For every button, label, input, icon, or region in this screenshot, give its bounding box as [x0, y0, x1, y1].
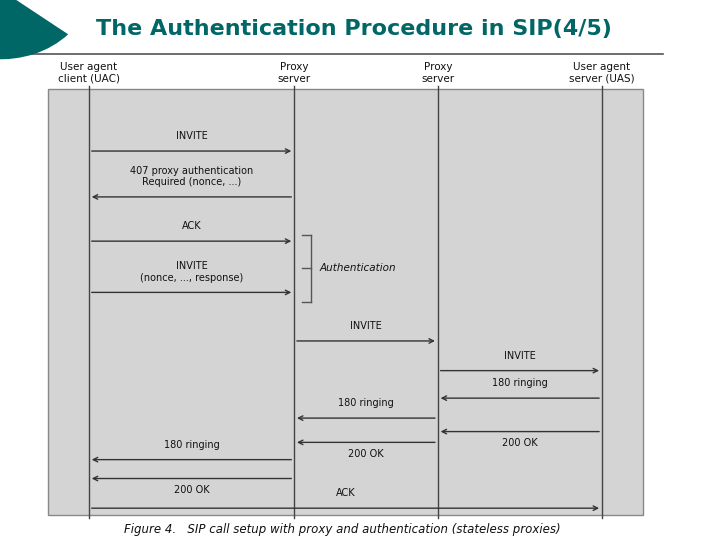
Wedge shape: [0, 0, 68, 59]
Text: Authentication: Authentication: [320, 264, 396, 273]
Text: Proxy
server: Proxy server: [421, 62, 454, 84]
Text: INVITE: INVITE: [176, 131, 207, 141]
Text: User agent
client (UAC): User agent client (UAC): [58, 62, 120, 84]
Text: INVITE
(nonce, ..., response): INVITE (nonce, ..., response): [140, 261, 243, 282]
Text: 180 ringing: 180 ringing: [338, 399, 394, 408]
Text: The Authentication Procedure in SIP(4/5): The Authentication Procedure in SIP(4/5): [96, 19, 611, 39]
Text: 180 ringing: 180 ringing: [492, 379, 548, 388]
FancyBboxPatch shape: [48, 89, 643, 515]
Text: Proxy
server: Proxy server: [277, 62, 311, 84]
Text: ACK: ACK: [336, 489, 355, 498]
Text: Figure 4.   SIP call setup with proxy and authentication (stateless proxies): Figure 4. SIP call setup with proxy and …: [124, 523, 560, 536]
Text: 407 proxy authentication
Required (nonce, ...): 407 proxy authentication Required (nonce…: [130, 166, 253, 187]
Text: ACK: ACK: [181, 221, 202, 232]
Text: INVITE: INVITE: [350, 321, 382, 331]
Text: INVITE: INVITE: [504, 351, 536, 361]
Text: 200 OK: 200 OK: [502, 438, 538, 448]
Text: User agent
server (UAS): User agent server (UAS): [569, 62, 635, 84]
Text: 180 ringing: 180 ringing: [163, 440, 220, 450]
Text: 200 OK: 200 OK: [348, 449, 384, 459]
Text: 200 OK: 200 OK: [174, 485, 210, 495]
